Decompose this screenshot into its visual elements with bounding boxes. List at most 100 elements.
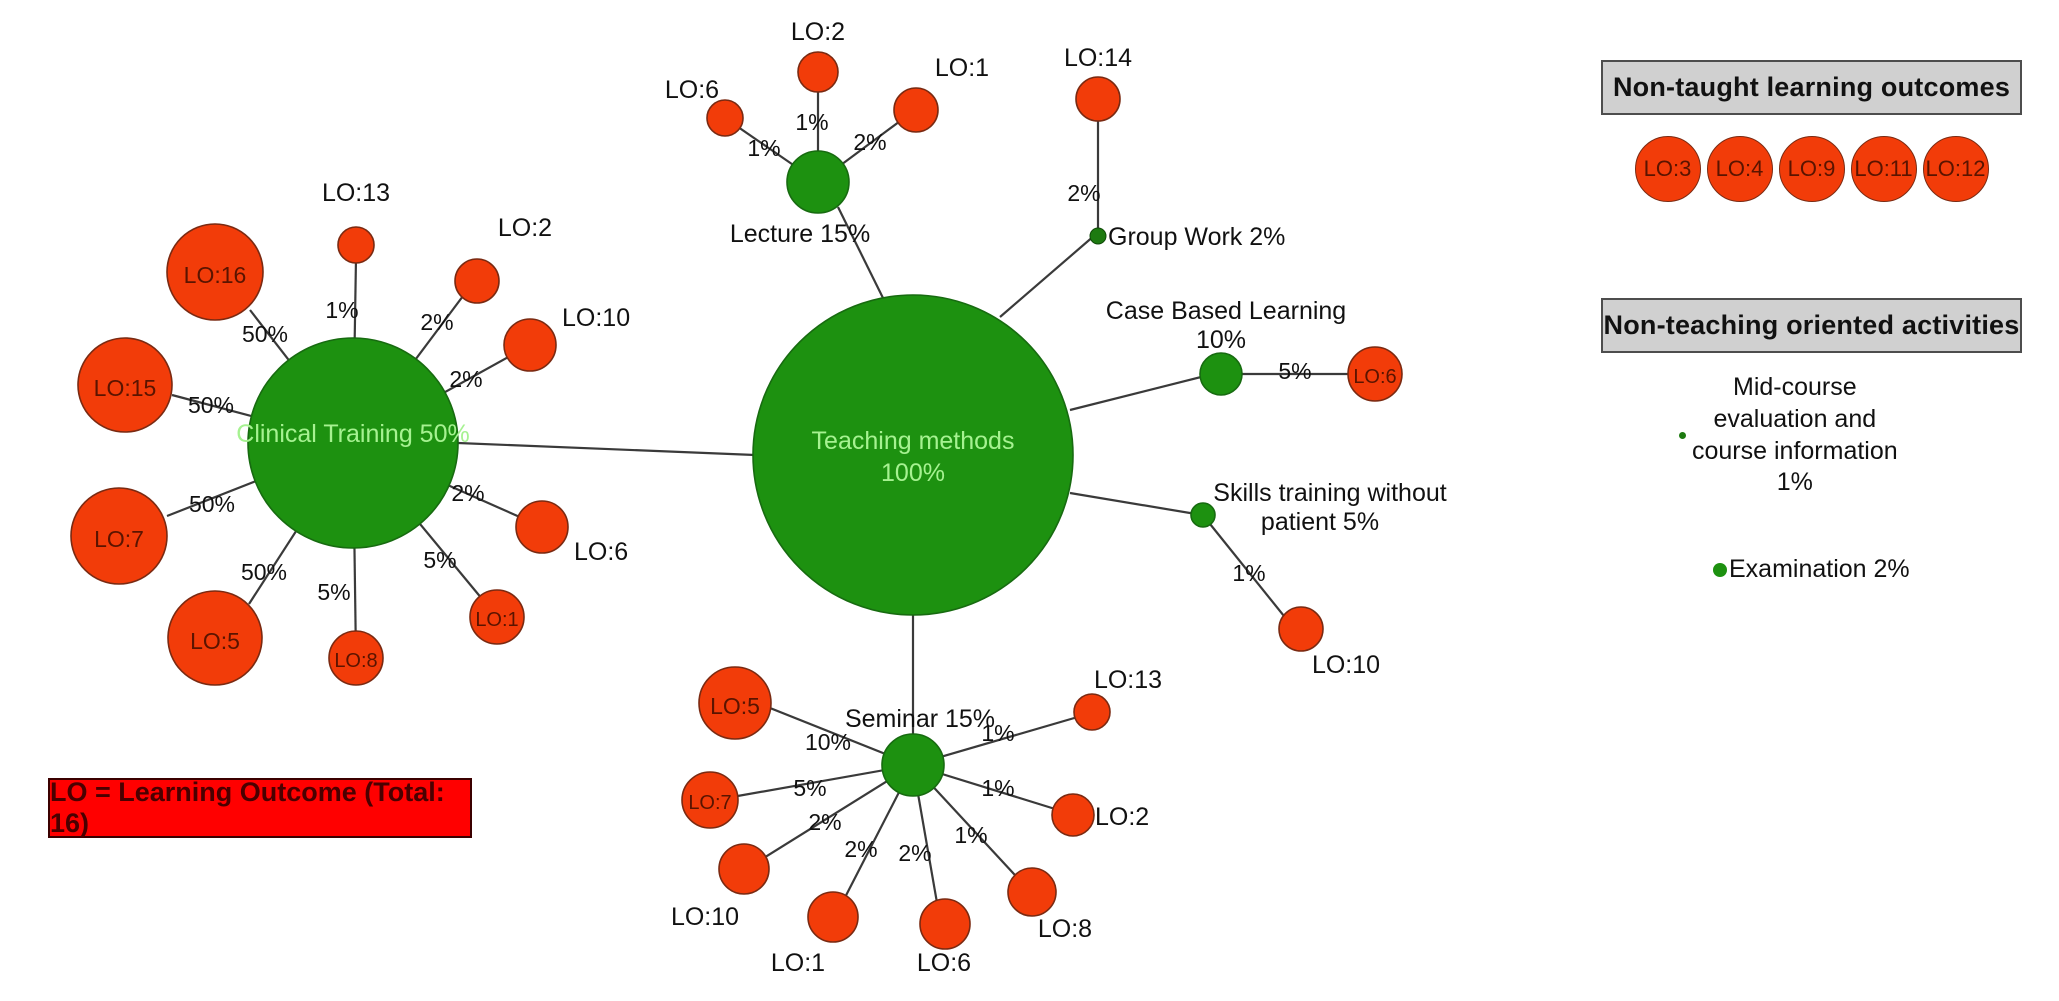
lo5-circle[interactable] xyxy=(167,590,263,686)
lecture-lo1-label: LO:1 xyxy=(935,54,989,82)
node-skills-lo10[interactable]: LO:10 xyxy=(1278,606,1380,679)
lo16-label: LO:16 xyxy=(184,262,247,288)
cbl-lo6-circle[interactable] xyxy=(1347,346,1403,402)
node-seminar-lo2[interactable]: LO:2 xyxy=(1051,793,1149,837)
skills-lo10-label: LO:10 xyxy=(1312,651,1380,679)
pct-seminar-lo5: 10% xyxy=(805,729,851,755)
seminar-lo13-circle[interactable] xyxy=(1073,693,1111,731)
lo7-circle[interactable] xyxy=(70,487,168,585)
seminar-lo7-circle[interactable] xyxy=(681,771,739,829)
lecture-label: Lecture 15% xyxy=(730,220,870,248)
green-dot-icon xyxy=(1713,562,1727,577)
lo13-label: LO:13 xyxy=(322,179,390,207)
lo6-label: LO:6 xyxy=(574,538,628,566)
lecture-lo2-label: LO:2 xyxy=(791,18,845,46)
legend-lo-11[interactable]: LO:11 xyxy=(1850,136,1917,202)
non-taught-lo-row: LO:3 LO:4 LO:9 LO:11 LO:12 xyxy=(1601,134,2022,204)
lecture-lo-nodes: LO:6 LO:2 LO:1 1% 1% 2% xyxy=(665,18,989,161)
node-groupwork-lo14[interactable]: LO:14 xyxy=(1064,44,1132,122)
lo2-circle[interactable] xyxy=(454,258,500,304)
pct-seminar-lo8: 1% xyxy=(954,822,987,848)
lecture-lo1-circle[interactable] xyxy=(893,87,939,133)
node-lecture-lo6[interactable]: LO:6 xyxy=(665,76,744,137)
node-cbl-lo6[interactable]: LO:6 xyxy=(1347,346,1403,402)
node-teaching-methods[interactable]: Teaching methods 100% xyxy=(752,294,1074,616)
teaching-methods-label-line1: Teaching methods xyxy=(812,427,1015,455)
clinical-lo-nodes: LO:16 LO:15 LO:7 LO:5 LO:13 LO:2 xyxy=(70,179,630,686)
node-seminar-lo1[interactable]: LO:1 xyxy=(771,891,859,977)
node-skills-training[interactable]: Skills training without patient 5% xyxy=(1190,479,1447,536)
seminar-lo10-circle[interactable] xyxy=(718,843,770,895)
node-lo1[interactable]: LO:1 xyxy=(469,589,525,645)
pct-seminar-lo2: 1% xyxy=(981,775,1014,801)
node-seminar-lo7[interactable]: LO:7 xyxy=(681,771,739,829)
cbl-circle[interactable] xyxy=(1199,352,1243,396)
pct-seminar-lo13: 1% xyxy=(981,720,1014,746)
node-lo13[interactable]: LO:13 xyxy=(322,179,390,264)
node-lo8[interactable]: LO:8 xyxy=(328,630,384,686)
seminar-lo6-circle[interactable] xyxy=(919,898,971,950)
non-teaching-item-examination[interactable]: Examination 2% xyxy=(1601,555,2022,584)
non-teaching-panel-header: Non-teaching oriented activities xyxy=(1601,298,2022,353)
seminar-lo8-circle[interactable] xyxy=(1007,867,1057,917)
node-lecture[interactable]: Lecture 15% xyxy=(730,150,870,248)
legend-lo-4[interactable]: LO:4 xyxy=(1706,136,1773,202)
pct-seminar-lo1: 2% xyxy=(844,836,877,862)
lecture-circle[interactable] xyxy=(786,150,850,214)
cbl-label-line2: 10% xyxy=(1196,326,1246,354)
lo6-circle[interactable] xyxy=(515,500,569,554)
legend-lo-9[interactable]: LO:9 xyxy=(1778,136,1845,202)
lo15-circle[interactable] xyxy=(77,337,173,433)
node-seminar-lo10[interactable]: LO:10 xyxy=(671,843,770,931)
node-clinical-training[interactable]: Clinical Training 50% xyxy=(236,337,470,549)
group-work-circle[interactable] xyxy=(1089,227,1107,245)
lo7-label: LO:7 xyxy=(94,526,144,552)
groupwork-lo14-circle[interactable] xyxy=(1075,76,1121,122)
lo13-circle[interactable] xyxy=(337,226,375,264)
seminar-lo10-label: LO:10 xyxy=(671,903,739,931)
node-seminar-lo6[interactable]: LO:6 xyxy=(917,898,971,977)
edge-root-lecture xyxy=(837,206,885,301)
lecture-lo2-circle[interactable] xyxy=(797,51,839,93)
lo10-circle[interactable] xyxy=(503,318,557,372)
lo8-circle[interactable] xyxy=(328,630,384,686)
edge-root-cbl xyxy=(1069,372,1214,412)
node-lecture-lo2[interactable]: LO:2 xyxy=(791,18,845,93)
seminar-lo2-circle[interactable] xyxy=(1051,793,1095,837)
pct-clinical-lo5: 50% xyxy=(241,559,287,585)
pct-clinical-lo15: 50% xyxy=(188,392,234,418)
lo16-circle[interactable] xyxy=(166,223,264,321)
node-lo10[interactable]: LO:10 xyxy=(503,304,630,372)
mid-course-line4: 1% xyxy=(1776,468,1813,497)
lo1-circle[interactable] xyxy=(469,589,525,645)
legend-lo-3[interactable]: LO:3 xyxy=(1634,136,1701,202)
lo5-label: LO:5 xyxy=(190,628,240,654)
clinical-training-circle[interactable] xyxy=(247,337,459,549)
seminar-lo5-circle[interactable] xyxy=(698,666,772,740)
node-case-based-learning[interactable]: Case Based Learning 10% xyxy=(1106,297,1346,396)
non-teaching-items: Mid-course evaluation and course informa… xyxy=(1601,362,2022,584)
lecture-lo6-circle[interactable] xyxy=(706,99,744,137)
node-lo7[interactable]: LO:7 xyxy=(70,487,168,585)
skills-circle[interactable] xyxy=(1190,502,1216,528)
node-seminar[interactable]: Seminar 15% xyxy=(845,705,995,797)
node-lo16[interactable]: LO:16 xyxy=(166,223,264,321)
pct-clinical-lo2: 2% xyxy=(420,309,453,335)
skills-lo10-circle[interactable] xyxy=(1278,606,1324,652)
node-seminar-lo13[interactable]: LO:13 xyxy=(1073,666,1162,731)
seminar-circle[interactable] xyxy=(881,733,945,797)
seminar-lo1-circle[interactable] xyxy=(807,891,859,943)
node-lo2[interactable]: LO:2 xyxy=(454,214,552,304)
skills-edges xyxy=(1205,518,1293,627)
node-lo6[interactable]: LO:6 xyxy=(515,500,628,566)
node-group-work[interactable]: Group Work 2% xyxy=(1089,223,1285,251)
lo-key-legend: LO = Learning Outcome (Total: 16) xyxy=(48,777,472,838)
node-lecture-lo1[interactable]: LO:1 xyxy=(893,54,989,133)
node-lo15[interactable]: LO:15 xyxy=(77,337,173,433)
node-lo5[interactable]: LO:5 xyxy=(167,590,263,686)
node-seminar-lo5[interactable]: LO:5 xyxy=(698,666,772,740)
non-teaching-item-mid-course[interactable]: Mid-course evaluation and course informa… xyxy=(1601,372,2022,499)
legend-lo-12[interactable]: LO:12 xyxy=(1922,136,1989,202)
node-seminar-lo8[interactable]: LO:8 xyxy=(1007,867,1092,943)
teaching-methods-circle[interactable] xyxy=(752,294,1074,616)
